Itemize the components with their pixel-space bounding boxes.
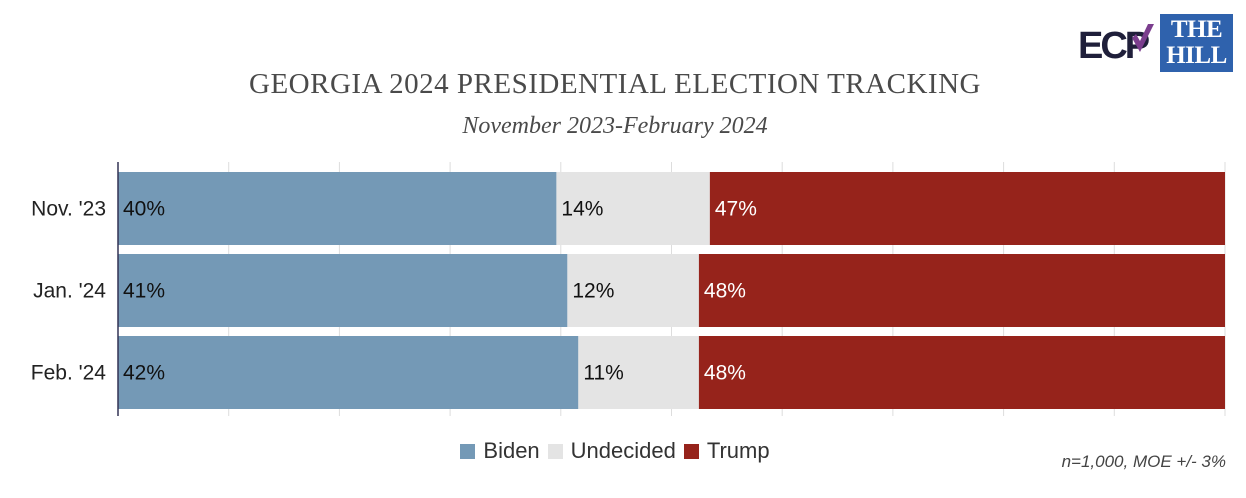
data-label: 12% xyxy=(572,280,614,303)
category-label: Feb. '24 xyxy=(31,362,107,385)
bar-biden xyxy=(118,254,568,327)
bar-undecided xyxy=(578,336,699,409)
bar-trump xyxy=(709,172,1225,245)
bar-undecided xyxy=(556,172,710,245)
legend-swatch xyxy=(547,443,563,459)
legend-swatch xyxy=(683,443,699,459)
legend-label: Undecided xyxy=(570,438,676,463)
category-label: Jan. '24 xyxy=(33,280,106,303)
data-label: 14% xyxy=(561,198,603,221)
bar-biden xyxy=(118,172,557,245)
bar-biden xyxy=(118,336,579,409)
category-label: Nov. '23 xyxy=(31,198,106,221)
the-hill-logo: THE HILL xyxy=(1160,14,1233,72)
the-hill-logo-line1: THE xyxy=(1170,16,1223,43)
legend-item: Biden xyxy=(460,438,540,464)
legend-swatch xyxy=(460,443,476,459)
data-label: 47% xyxy=(715,198,757,221)
the-hill-logo-line2: HILL xyxy=(1166,42,1227,69)
data-label: 40% xyxy=(123,198,165,221)
data-label: 11% xyxy=(583,362,623,385)
chart-subtitle: November 2023-February 2024 xyxy=(462,113,768,139)
stacked-bar-chart: 40% 14% 47% Nov. '23 41% 12% 48% Jan. '24 42% 11%… xyxy=(31,162,1226,416)
legend-item: Trump xyxy=(683,438,770,464)
data-label: 42% xyxy=(123,362,165,385)
legend: Biden Undecided Trump xyxy=(0,438,1230,464)
chart-title: GEORGIA 2024 PRESIDENTIAL ELECTION TRACK… xyxy=(249,68,981,100)
ecp-logo: ECP xyxy=(1078,24,1154,66)
checkmark-icon xyxy=(1132,24,1154,52)
bar-trump xyxy=(698,336,1225,409)
sample-note: n=1,000, MOE +/- 3% xyxy=(1061,452,1226,471)
legend-label: Biden xyxy=(483,438,540,463)
bar-trump xyxy=(698,254,1225,327)
legend-label: Trump xyxy=(706,438,770,463)
data-label: 41% xyxy=(123,280,165,303)
legend-item: Undecided xyxy=(547,438,676,464)
bar-undecided xyxy=(567,254,699,327)
data-label: 48% xyxy=(704,362,746,385)
data-label: 48% xyxy=(704,280,746,303)
